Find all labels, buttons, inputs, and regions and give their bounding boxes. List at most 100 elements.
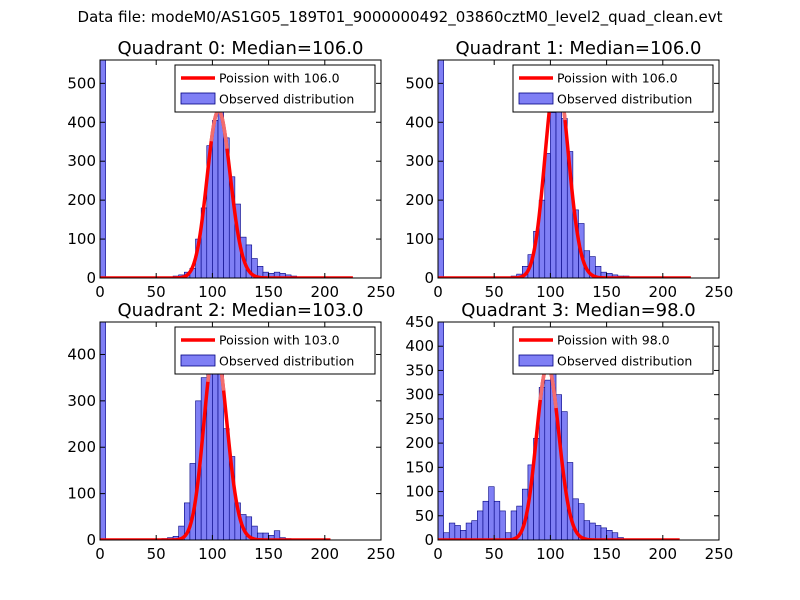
- histogram-bar: [583, 520, 591, 540]
- legend-entry-observed: Observed distribution: [219, 354, 354, 369]
- y-tick-label: 450: [405, 313, 434, 331]
- histogram-bar: [217, 110, 224, 278]
- y-tick-label: 200: [405, 191, 434, 209]
- legend: Poission with 103.0 Observed distribution: [174, 326, 376, 375]
- x-tick-label: 100: [198, 545, 227, 563]
- x-tick-label: 0: [95, 545, 105, 563]
- x-tick-label: 50: [147, 283, 166, 301]
- legend-entry-poisson: Poission with 103.0: [219, 333, 340, 348]
- histogram-bar: [544, 153, 551, 278]
- axes-frame: [437, 59, 720, 279]
- axes-frame: [99, 59, 382, 279]
- subplot-quadrant-0: 0 50 100 150 200 250 0 100 200 300 400 500 Quadrant …: [67, 38, 395, 301]
- histogram-bar: [550, 112, 557, 278]
- x-tick-label: 200: [648, 545, 677, 563]
- x-tick-label: 0: [433, 545, 443, 563]
- subplot-quadrant-1: 0 50 100 150 200 250 0 100 200 300 400 500 Quadrant …: [405, 38, 733, 301]
- legend-entry-observed: Observed distribution: [557, 354, 692, 369]
- y-tick-label: 250: [405, 410, 434, 428]
- chart-title: Quadrant 3: Median=98.0: [461, 300, 696, 321]
- y-tick-label: 100: [67, 485, 96, 503]
- y-tick-label: 300: [405, 152, 434, 170]
- legend-bar-swatch: [180, 354, 216, 367]
- histogram-bar: [454, 525, 461, 540]
- x-tick-label: 0: [95, 283, 105, 301]
- x-tick-label: 50: [147, 545, 166, 563]
- legend-box: [174, 326, 376, 375]
- y-tick-label: 150: [405, 458, 434, 476]
- legend-entry-poisson: Poission with 106.0: [219, 71, 340, 86]
- histogram-bar: [488, 486, 495, 540]
- histogram-bar: [100, 322, 106, 540]
- y-tick-label: 500: [67, 74, 96, 92]
- y-tick-label: 100: [405, 483, 434, 501]
- histogram-bar: [438, 322, 444, 540]
- y-tick-label: 0: [86, 531, 96, 549]
- histogram-bar: [477, 510, 484, 540]
- histogram-bar: [438, 60, 444, 278]
- axes-frame: [99, 321, 382, 541]
- y-tick-label: 200: [67, 438, 96, 456]
- histogram-bar: [600, 527, 607, 540]
- legend-bar-swatch: [518, 92, 554, 105]
- chart-title: Quadrant 0: Median=106.0: [118, 38, 364, 59]
- x-tick-label: 100: [536, 545, 565, 563]
- y-tick-label: 100: [405, 230, 434, 248]
- poisson-curve: [438, 363, 681, 540]
- chart-title: Quadrant 2: Median=103.0: [118, 300, 364, 321]
- histogram-bar: [493, 500, 501, 540]
- histogram-bar: [471, 520, 478, 540]
- histogram-bar: [212, 120, 219, 278]
- subplot-quadrant-2: 0 50 100 150 200 250 0 100 200 300 400 Quadrant 2: …: [67, 300, 395, 563]
- y-tick-label: 400: [67, 113, 96, 131]
- x-tick-label: 200: [310, 283, 339, 301]
- y-tick-label: 500: [405, 74, 434, 92]
- y-tick-label: 400: [67, 345, 96, 363]
- x-tick-label: 150: [592, 283, 621, 301]
- x-tick-label: 200: [648, 283, 677, 301]
- x-tick-label: 50: [485, 283, 504, 301]
- x-tick-label: 250: [705, 283, 734, 301]
- y-tick-label: 400: [405, 113, 434, 131]
- legend: Poission with 106.0 Observed distribution: [174, 64, 376, 113]
- histogram-bar: [100, 60, 106, 278]
- legend-entry-observed: Observed distribution: [557, 92, 692, 107]
- subplot-quadrant-3: 0 50 100 150 200 250 0 50 100 150 200 250 300 350 400 4…: [405, 300, 733, 563]
- y-tick-label: 0: [424, 531, 434, 549]
- y-tick-label: 0: [424, 269, 434, 287]
- histogram-bar: [595, 525, 602, 540]
- x-tick-label: 0: [433, 283, 443, 301]
- x-tick-label: 200: [310, 545, 339, 563]
- histogram-bar: [448, 522, 456, 540]
- data-area: [438, 322, 681, 540]
- histogram-bar: [544, 379, 551, 540]
- legend-bar-swatch: [518, 354, 554, 367]
- y-tick-label: 100: [67, 230, 96, 248]
- y-tick-label: 400: [405, 337, 434, 355]
- y-tick-label: 50: [415, 507, 434, 525]
- x-tick-label: 250: [705, 545, 734, 563]
- histogram-bar: [589, 522, 596, 540]
- legend: Poission with 106.0 Observed distribution: [512, 64, 714, 113]
- y-tick-label: 300: [67, 392, 96, 410]
- x-tick-label: 150: [254, 283, 283, 301]
- figure-suptitle: Data file: modeM0/AS1G05_189T01_90000004…: [77, 8, 723, 26]
- histogram-bar: [482, 500, 489, 540]
- legend-bar-swatch: [180, 92, 216, 105]
- legend: Poission with 98.0 Observed distribution: [512, 326, 714, 375]
- y-tick-label: 200: [405, 434, 434, 452]
- x-tick-label: 150: [592, 545, 621, 563]
- histogram-bar: [510, 510, 517, 540]
- data-area: [100, 60, 354, 278]
- histogram-bar: [499, 510, 506, 540]
- chart-title: Quadrant 1: Median=106.0: [456, 38, 702, 59]
- axes-frame: [437, 321, 720, 541]
- legend-entry-observed: Observed distribution: [219, 92, 354, 107]
- x-tick-label: 150: [254, 545, 283, 563]
- y-tick-label: 300: [405, 386, 434, 404]
- histogram-bar: [465, 522, 473, 540]
- x-tick-label: 250: [367, 283, 396, 301]
- x-tick-label: 100: [198, 283, 227, 301]
